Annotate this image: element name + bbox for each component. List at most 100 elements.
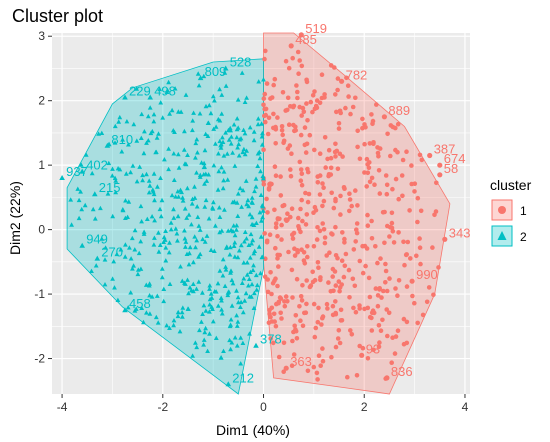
cluster-2-point [249,294,254,299]
cluster-2-point [200,311,205,316]
cluster-2-point [261,77,266,82]
cluster-1-point [364,156,370,162]
cluster-2-point [194,137,200,142]
cluster-2-point [250,200,255,205]
cluster-1-point [357,306,363,311]
cluster-1-point [345,83,351,88]
cluster-2-point [160,115,166,120]
cluster-1-point [353,239,359,244]
cluster-2-point [222,70,228,75]
y-tick-label: 2 [38,94,45,108]
cluster-2-point [190,281,196,286]
cluster-2-point [192,184,197,189]
cluster-1-point [310,269,316,275]
cluster-2-point [185,185,190,191]
cluster-1-point [404,340,410,346]
cluster-1-point [280,90,286,95]
cluster-1-point [375,260,380,266]
cluster-1-point [304,79,310,85]
cluster-1-point [281,202,287,208]
cluster-1-point [316,265,321,271]
cluster-2-point [234,223,240,228]
cluster-2-point [249,221,255,227]
cluster-2-point [235,145,240,150]
cluster-2-point [248,269,253,274]
point-label: 674 [444,151,466,166]
cluster-1-point [387,276,392,281]
cluster-1-point [393,125,398,131]
cluster-1-point [347,295,352,300]
cluster-1-point [321,185,326,190]
cluster-2-point [75,186,81,191]
cluster-1-point [335,76,341,81]
cluster-1-point [418,208,424,214]
cluster-2-point [221,169,227,174]
cluster-1-point [333,92,338,97]
cluster-1-point [289,363,295,369]
cluster-1-point [386,310,392,316]
cluster-2-point [178,187,183,192]
cluster-1-point [276,354,282,360]
cluster-2-point [182,128,187,134]
cluster-2-point [194,344,200,350]
cluster-1-point [319,322,324,327]
cluster-2-point [184,215,190,220]
point-label: 810 [111,132,133,147]
cluster-1-point [366,165,372,171]
cluster-1-point [369,112,374,117]
cluster-1-point [389,225,395,231]
cluster-2-point [166,146,171,151]
cluster-1-point [263,48,268,54]
cluster-1-point [299,171,305,176]
cluster-2-point [196,279,202,284]
cluster-1-point [303,190,308,196]
cluster-1-point [304,278,310,283]
cluster-2-point [143,282,149,287]
cluster-2-point [178,264,183,269]
cluster-1-point [373,286,379,291]
cluster-1-point [299,298,305,303]
cluster-1-point [296,71,301,76]
cluster-2-point [247,125,253,130]
cluster-1-point [380,317,385,323]
cluster-2-point [171,151,177,156]
cluster-1-point [312,204,318,210]
cluster-1-point [265,289,271,295]
point-label: 363 [290,354,312,369]
legend-label-2: 2 [520,230,527,244]
cluster-1-point [289,151,294,156]
cluster-2-point [244,272,250,277]
cluster-2-point [124,119,130,124]
cluster-1-point [393,334,399,339]
cluster-2-point [173,194,178,199]
cluster-1-point [322,240,328,246]
cluster-1-point [415,219,420,225]
cluster-2-point [89,268,94,273]
cluster-1-point [269,291,274,297]
cluster-1-point [383,261,388,267]
cluster-2-point [260,208,266,213]
cluster-1-point [266,320,272,326]
cluster-2-point [142,129,147,134]
cluster-2-point [250,237,256,243]
cluster-1-point [385,131,390,137]
cluster-2-point [195,150,200,155]
cluster-2-point [202,147,208,153]
cluster-2-point [216,205,222,210]
cluster-1-point [265,131,271,137]
cluster-2-point [223,264,228,269]
cluster-1-point [348,111,353,117]
cluster-2-point [235,191,241,196]
cluster-1-point [286,122,292,127]
cluster-2-point [79,206,85,212]
cluster-1-point [324,301,330,307]
cluster-1-point [314,98,320,103]
cluster-1-point [267,232,273,237]
point-label: 270 [101,245,123,260]
cluster-1-point [315,180,321,185]
point-label: 229 [129,84,151,99]
cluster-1-point [261,147,266,152]
cluster-2-point [99,236,105,241]
cluster-2-point [175,313,181,319]
cluster-2-point [213,335,219,340]
